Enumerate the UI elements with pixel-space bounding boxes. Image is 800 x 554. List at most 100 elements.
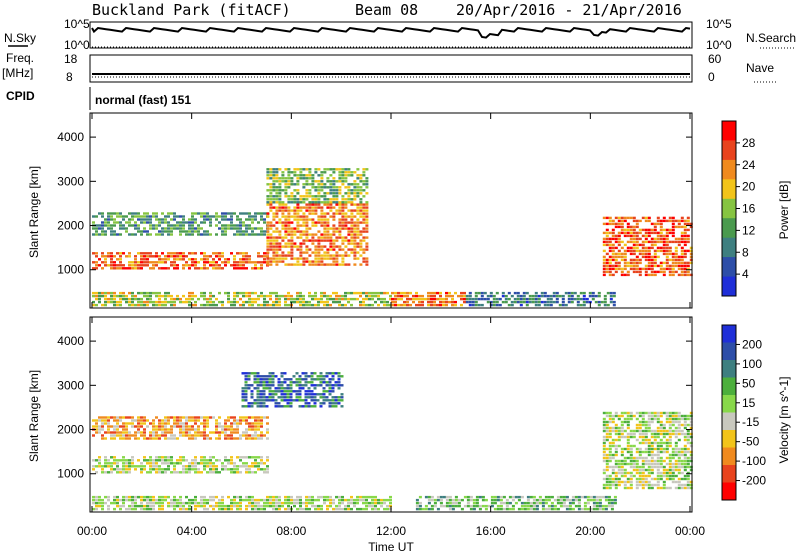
heatmap-cell-6 — [582, 300, 586, 304]
heatmap-cell-4 — [263, 300, 266, 304]
heatmap-cell-4 — [299, 300, 302, 304]
heatmap-cell-7 — [635, 246, 639, 250]
heatmap-cell-5 — [421, 297, 424, 301]
heatmap-cell-3 — [344, 507, 347, 511]
heatmap-cell-5 — [635, 447, 639, 451]
heatmap-cell-6 — [486, 297, 490, 301]
heatmap-cell-3 — [338, 189, 342, 192]
heatmap-cell-4 — [472, 504, 476, 508]
heatmap-cell-2 — [308, 227, 312, 230]
heatmap-cell-0 — [173, 261, 176, 264]
heatmap-cell-5 — [641, 441, 645, 445]
heatmap-cell-0 — [146, 252, 149, 255]
heatmap-cell-1 — [188, 230, 191, 233]
heatmap-cell-1 — [176, 437, 179, 440]
nave-label: Nave — [746, 61, 774, 75]
heatmap-cell-0 — [161, 252, 164, 255]
heatmap-cell-0 — [245, 252, 248, 255]
heatmap-cell-1 — [248, 215, 251, 218]
heatmap-cell-6 — [531, 294, 535, 298]
heatmap-cell-2 — [323, 227, 327, 230]
heatmap-cell-4 — [371, 303, 374, 307]
heatmap-cell-5 — [617, 414, 621, 418]
heatmap-cell-1 — [260, 431, 263, 434]
heatmap-cell-3 — [335, 504, 338, 508]
heatmap-cell-1 — [134, 227, 137, 230]
heatmap-cell-0 — [242, 264, 245, 267]
heatmap-cell-0 — [110, 264, 113, 267]
heatmap-cell-3 — [287, 195, 291, 198]
heatmap-cell-0 — [155, 468, 158, 471]
heatmap-cell-2 — [244, 372, 248, 375]
heatmap-cell-5 — [454, 303, 457, 307]
heatmap-cell-0 — [161, 468, 164, 471]
power-y-axis-label: Slant Range [km] — [27, 166, 41, 258]
heatmap-cell-1 — [251, 425, 254, 428]
heatmap-cell-5 — [463, 294, 466, 298]
heatmap-cell-5 — [605, 453, 609, 457]
heatmap-cell-2 — [287, 212, 291, 215]
heatmap-cell-2 — [286, 399, 290, 402]
heatmap-cell-4 — [526, 498, 530, 502]
heatmap-cell-3 — [230, 501, 233, 505]
heatmap-cell-2 — [253, 378, 257, 381]
heatmap-cell-2 — [289, 378, 293, 381]
heatmap-cell-3 — [278, 180, 282, 183]
heatmap-cell-4 — [601, 495, 605, 499]
heatmap-cell-4 — [490, 504, 494, 508]
heatmap-cell-5 — [686, 480, 690, 484]
heatmap-cell-2 — [262, 399, 266, 402]
heatmap-cell-5 — [659, 426, 663, 430]
heatmap-cell-7 — [683, 252, 687, 256]
heatmap-cell-7 — [638, 267, 642, 271]
heatmap-cell-2 — [280, 405, 284, 408]
heatmap-cell-5 — [686, 438, 690, 442]
heatmap-cell-6 — [594, 294, 598, 298]
heatmap-cell-5 — [605, 426, 609, 430]
heatmap-cell-3 — [365, 504, 368, 508]
heatmap-cell-4 — [146, 297, 149, 301]
heatmap-cell-7 — [632, 243, 636, 247]
heatmap-cell-3 — [335, 168, 339, 171]
heatmap-cell-2 — [299, 245, 303, 248]
heatmap-cell-1 — [116, 428, 119, 431]
heatmap-cell-0 — [263, 471, 266, 474]
heatmap-cell-5 — [403, 300, 406, 304]
heatmap-cell-3 — [269, 192, 273, 195]
heatmap-cell-2 — [284, 218, 288, 221]
heatmap-cell-4 — [595, 507, 599, 511]
heatmap-cell-1 — [149, 218, 152, 221]
heatmap-cell-1 — [263, 434, 266, 437]
heatmap-cell-7 — [674, 258, 678, 262]
heatmap-cell-4 — [122, 297, 125, 301]
heatmap-cell-5 — [677, 477, 681, 481]
heatmap-cell-3 — [329, 501, 332, 505]
heatmap-cell-2 — [316, 375, 320, 378]
heatmap-cell-3 — [128, 507, 131, 511]
heatmap-cell-7 — [668, 240, 672, 244]
heatmap-cell-0 — [209, 255, 212, 258]
heatmap-cell-4 — [194, 303, 197, 307]
heatmap-cell-3 — [359, 177, 363, 180]
heatmap-cell-5 — [602, 459, 606, 463]
heatmap-cell-7 — [677, 273, 681, 277]
heatmap-cell-1 — [203, 221, 206, 224]
heatmap-cell-1 — [140, 425, 143, 428]
heatmap-cell-0 — [143, 258, 146, 261]
heatmap-cell-1 — [188, 221, 191, 224]
heatmap-cell-4 — [284, 297, 287, 301]
heatmap-cell-3 — [314, 171, 318, 174]
heatmap-cell-4 — [559, 498, 563, 502]
heatmap-cell-2 — [326, 239, 330, 242]
heatmap-cell-4 — [98, 300, 101, 304]
heatmap-cell-2 — [310, 375, 314, 378]
heatmap-cell-3 — [284, 507, 287, 511]
heatmap-cell-3 — [308, 501, 311, 505]
heatmap-cell-5 — [638, 435, 642, 439]
heatmap-cell-2 — [323, 218, 327, 221]
heatmap-cell-6 — [576, 303, 580, 307]
heatmap-cell-4 — [239, 291, 242, 295]
heatmap-cell-1 — [131, 419, 134, 422]
heatmap-cell-7 — [611, 228, 615, 232]
heatmap-cell-2 — [295, 393, 299, 396]
